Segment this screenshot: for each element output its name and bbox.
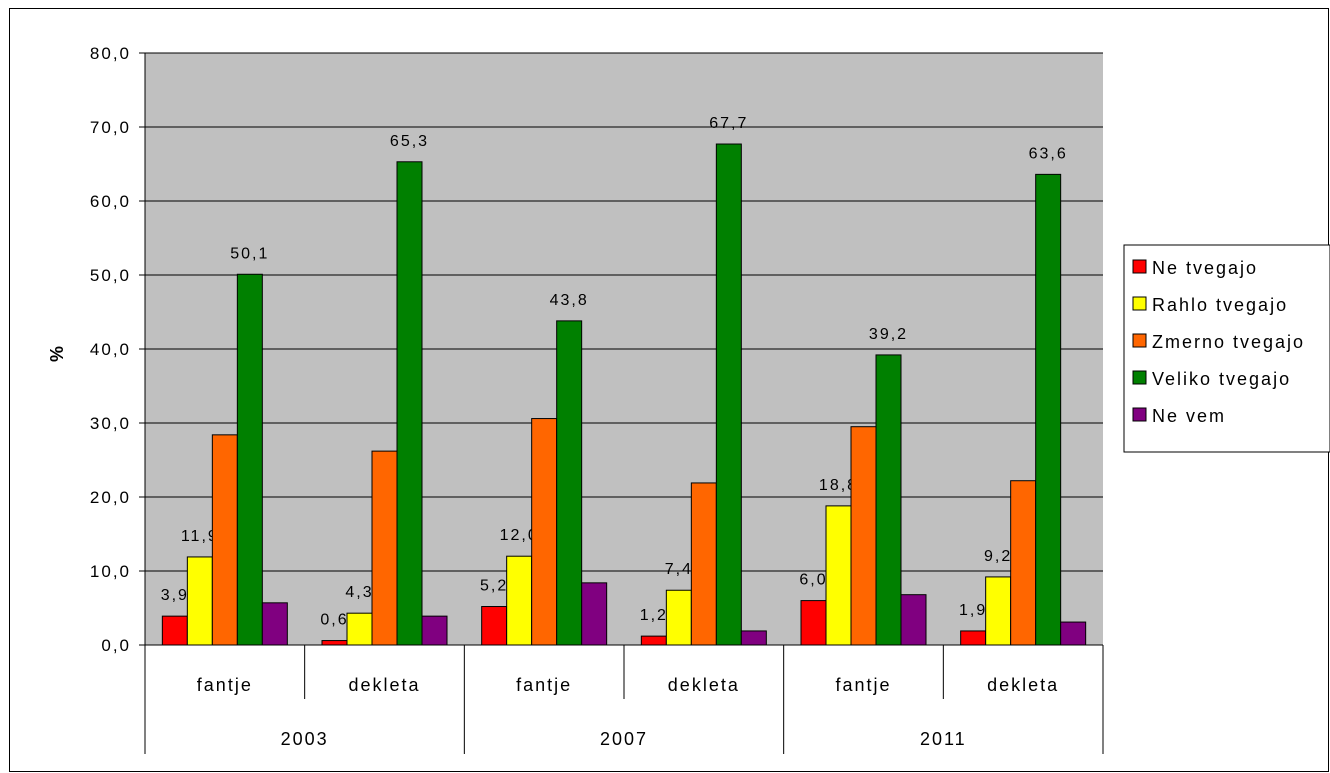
data-label: 67,7 [709,115,748,132]
data-label: 18,8 [819,477,858,494]
bar [506,555,533,646]
bar [161,615,188,646]
y-tick-label: 0,0 [101,636,131,655]
bar [640,635,667,646]
data-label: 3,9 [161,587,189,604]
bar [236,273,263,646]
category-label: dekleta [987,675,1059,695]
legend-label: Ne tvegajo [1152,258,1258,278]
bar [690,482,717,646]
bar [1060,621,1087,646]
year-label: 2007 [600,729,648,749]
bar [1035,173,1062,646]
bar [1010,480,1037,646]
year-label: 2003 [281,729,329,749]
bar [581,582,608,646]
data-label: 65,3 [390,133,429,150]
bar [371,450,398,646]
legend-label: Rahlo tvegajo [1152,295,1288,315]
bar [960,630,987,646]
bar [850,426,877,646]
legend-box [1123,244,1330,453]
bar [321,640,348,646]
legend-swatch [1132,407,1147,422]
y-tick-label: 70,0 [90,118,131,137]
y-tick-label: 40,0 [90,340,131,359]
legend-swatch [1132,259,1147,274]
data-label: 39,2 [869,326,908,343]
category-label: fantje [197,675,253,695]
bar [186,556,213,646]
year-label: 2011 [920,729,967,749]
data-label: 0,6 [320,612,348,629]
data-label: 5,2 [480,578,508,595]
category-label: fantje [516,675,572,695]
legend-label: Zmerno tvegajo [1152,332,1305,352]
data-label: 63,6 [1029,145,1068,162]
data-label: 12,0 [500,527,539,544]
bar [346,612,373,646]
bar [985,576,1012,646]
bar [261,602,288,646]
data-label: 11,9 [181,528,219,545]
bar [665,589,692,646]
bar [740,630,767,646]
y-axis-title: % [47,344,67,362]
bar [396,161,423,646]
bar [556,320,583,646]
y-tick-label: 80,0 [90,44,131,63]
data-label: 50,1 [230,245,269,262]
y-tick-label: 50,0 [90,266,131,285]
bar [825,505,852,646]
category-label: dekleta [668,675,740,695]
legend-label: Ne vem [1152,406,1226,426]
legend-swatch [1132,333,1147,348]
bar [531,418,558,646]
category-label: fantje [835,675,891,695]
y-tick-label: 60,0 [90,192,131,211]
data-label: 43,8 [550,292,589,309]
bar [800,600,827,646]
data-label: 4,3 [345,584,373,601]
category-label: dekleta [348,675,420,695]
bar [875,354,902,646]
data-label: 9,2 [984,548,1012,565]
y-tick-label: 10,0 [90,562,131,581]
y-tick-label: 30,0 [90,414,131,433]
legend-swatch [1132,296,1147,311]
legend-swatch [1132,370,1147,385]
bar [715,143,742,646]
bar [481,606,508,646]
legend-label: Veliko tvegajo [1152,369,1291,389]
y-tick-label: 20,0 [90,488,131,507]
data-label: 7,4 [665,561,693,578]
data-label: 1,9 [959,602,987,619]
data-label: 1,2 [640,607,668,624]
data-label: 6,0 [799,572,827,589]
bar [211,434,238,646]
bar [900,594,927,646]
bar [421,615,448,646]
